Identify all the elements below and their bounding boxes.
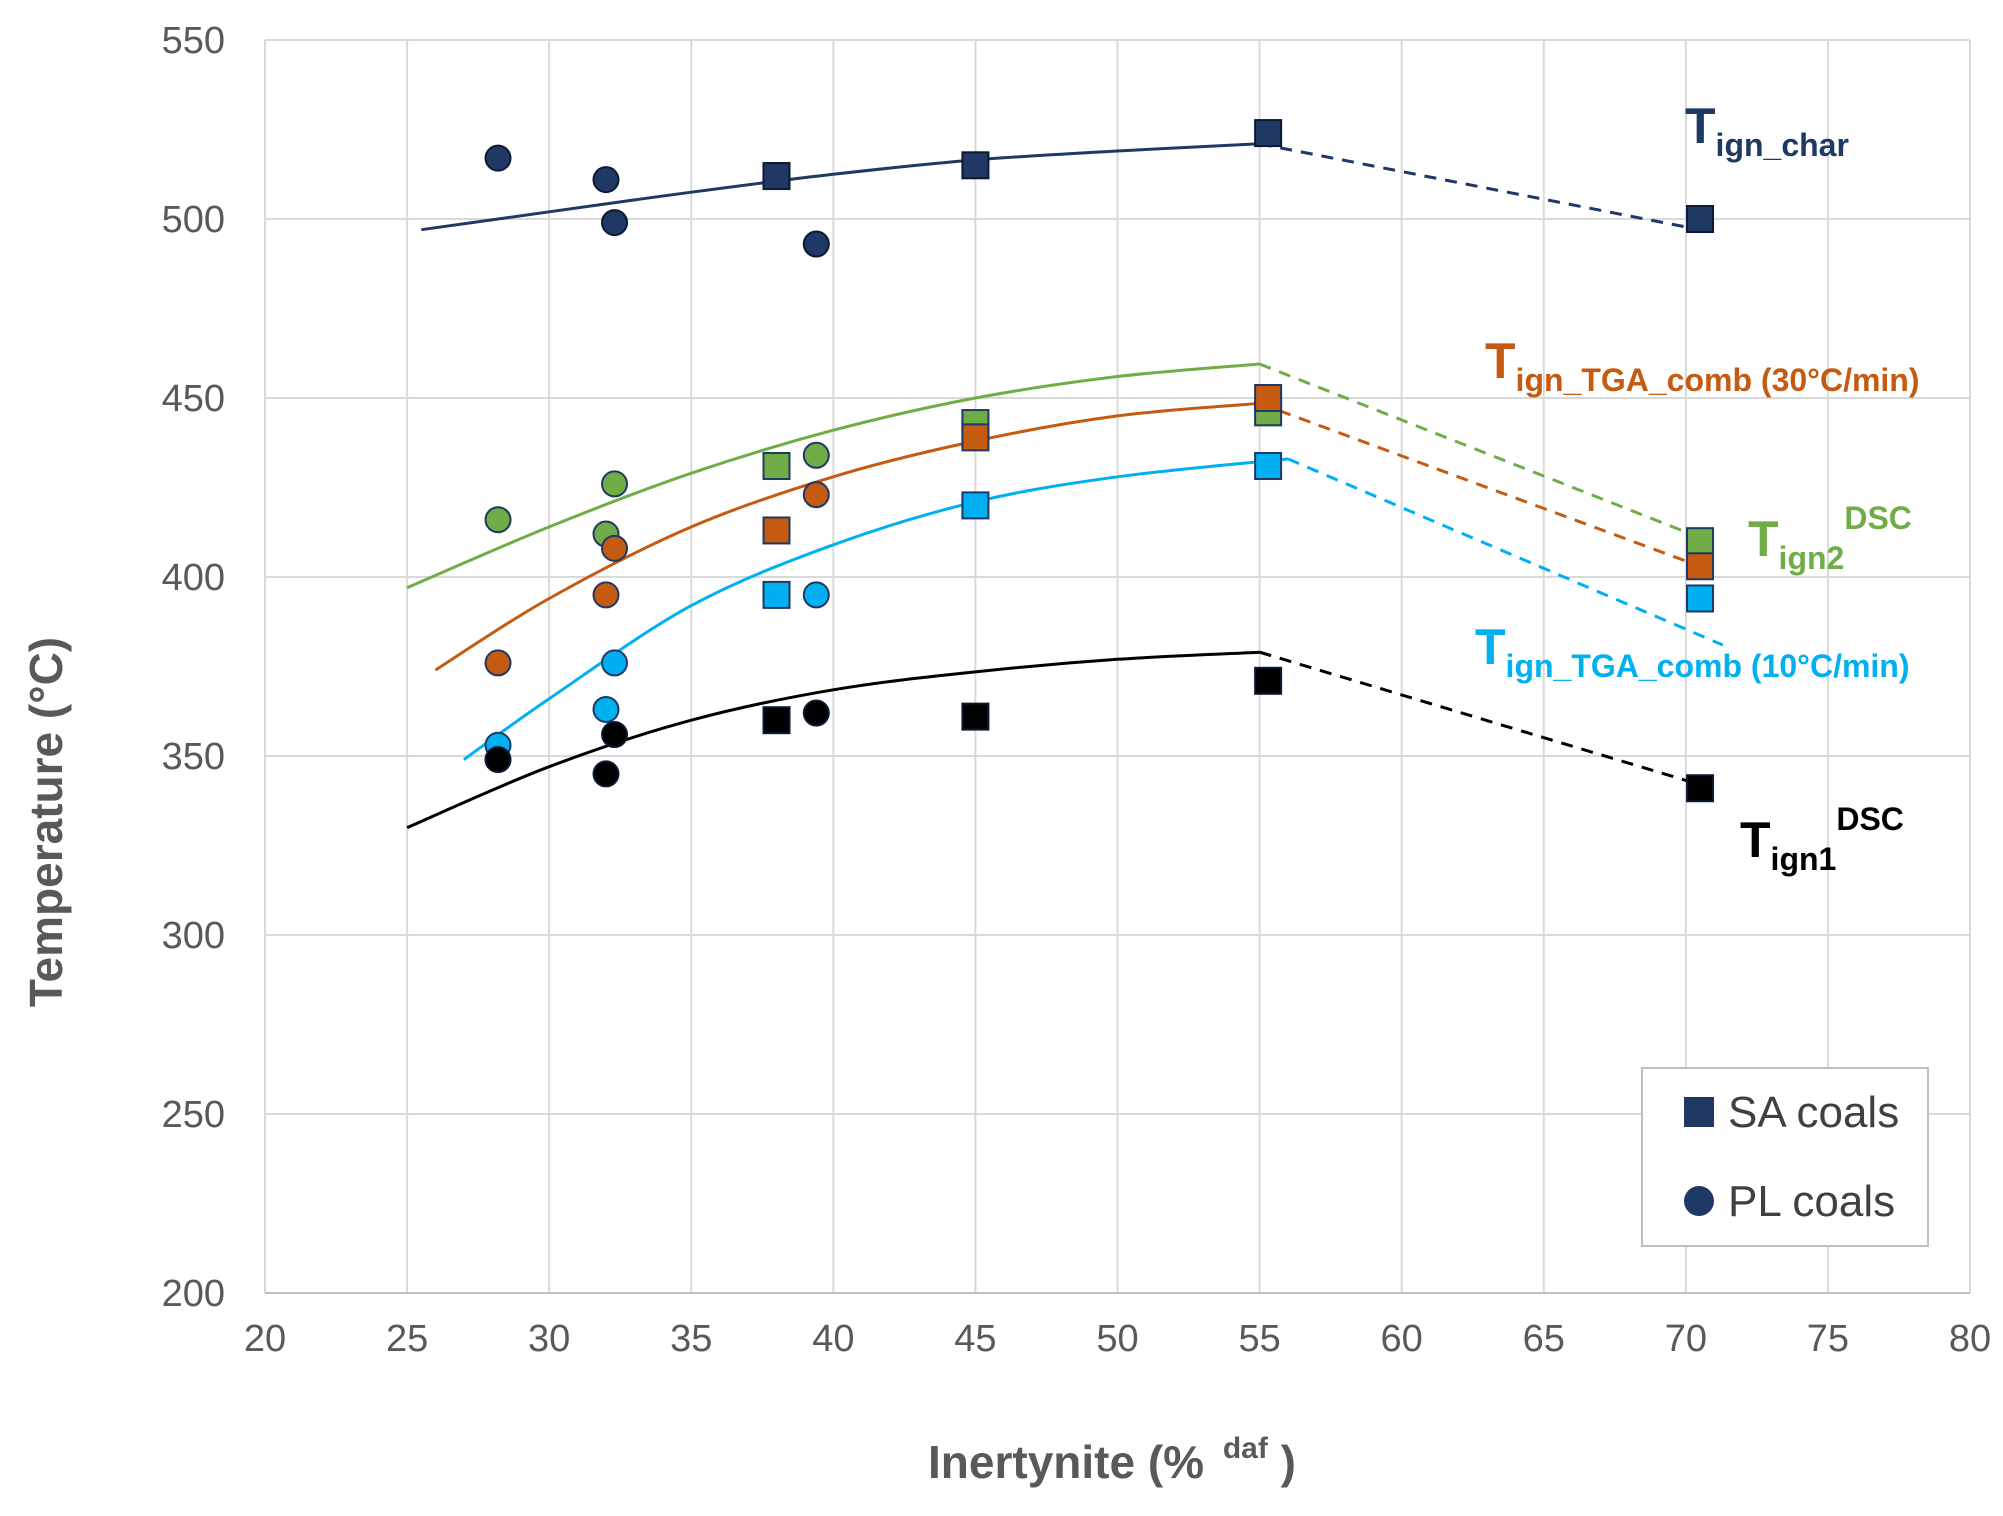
x-tick-label-70: 70 bbox=[1665, 1318, 1707, 1360]
y-tick-label-450: 450 bbox=[162, 378, 225, 420]
x-axis-title-close: ) bbox=[1281, 1436, 1296, 1488]
sa-point-series-3-0 bbox=[762, 580, 791, 609]
y-tick-label-350: 350 bbox=[162, 736, 225, 778]
legend: SA coals PL coals bbox=[1641, 1067, 1929, 1247]
data-points bbox=[484, 119, 1715, 803]
x-tick-label-40: 40 bbox=[812, 1318, 854, 1360]
label-tign1-dsc-sub: ign1 bbox=[1771, 841, 1837, 877]
label-tign-tga-10-main: T bbox=[1475, 619, 1506, 675]
x-tick-label-80: 80 bbox=[1949, 1318, 1991, 1360]
pl-point-series-3-2 bbox=[601, 649, 629, 677]
sa-point-series-4-0 bbox=[762, 706, 791, 735]
y-tick-label-500: 500 bbox=[162, 199, 225, 241]
pl-point-series-1-3 bbox=[802, 441, 830, 469]
pl-point-series-0-1 bbox=[592, 166, 620, 194]
pl-point-series-2-2 bbox=[601, 534, 629, 562]
label-tign1-dsc-main: T bbox=[1740, 812, 1771, 868]
pl-point-series-4-2 bbox=[601, 721, 629, 749]
sa-point-series-3-1 bbox=[961, 491, 990, 520]
label-tign2-dsc-sup: DSC bbox=[1844, 500, 1912, 536]
trendline-series-1 bbox=[406, 362, 1260, 590]
legend-marker-square bbox=[1684, 1097, 1714, 1127]
label-tign-tga-10-sub: ign_TGA_comb (10°C/min) bbox=[1506, 648, 1910, 684]
x-tick-label-30: 30 bbox=[528, 1318, 570, 1360]
legend-label-sa: SA coals bbox=[1728, 1088, 1899, 1137]
label-tign2-dsc-sub: ign2 bbox=[1779, 540, 1845, 576]
dashed-extension-series-4 bbox=[1259, 650, 1701, 787]
pl-point-series-0-3 bbox=[802, 230, 830, 258]
label-tign2-dsc: Tign2 DSC bbox=[1748, 500, 1912, 576]
sa-point-series-2-0 bbox=[762, 516, 791, 545]
dashed-extension-series-0 bbox=[1259, 142, 1701, 232]
y-tick-label-550: 550 bbox=[162, 20, 225, 62]
x-tick-label-55: 55 bbox=[1238, 1318, 1280, 1360]
label-tign-char-main: T bbox=[1685, 98, 1716, 154]
sa-point-series-0-2 bbox=[961, 151, 990, 180]
dashed-extension-series-2 bbox=[1259, 401, 1701, 568]
y-axis-title: Temperature (°C) bbox=[20, 637, 72, 1007]
label-tign-tga-30-sub: ign_TGA_comb (30°C/min) bbox=[1516, 362, 1920, 398]
sa-point-series-4-3 bbox=[1686, 774, 1715, 803]
label-tign-char: Tign_char bbox=[1685, 98, 1849, 163]
y-tick-label-300: 300 bbox=[162, 915, 225, 957]
label-tign1-dsc: Tign1 DSC bbox=[1740, 801, 1904, 877]
sa-point-series-1-0 bbox=[762, 452, 791, 481]
pl-point-series-1-2 bbox=[601, 470, 629, 498]
pl-point-series-3-3 bbox=[802, 581, 830, 609]
x-axis-title-sup: daf bbox=[1223, 1432, 1269, 1465]
dashed-extension-series-1 bbox=[1259, 362, 1701, 540]
pl-point-series-4-3 bbox=[802, 699, 830, 727]
sa-point-series-0-3 bbox=[1686, 205, 1715, 233]
label-tign-tga-30: Tign_TGA_comb (30°C/min) bbox=[1485, 333, 1920, 398]
sa-point-series-3-3 bbox=[1686, 584, 1715, 613]
x-tick-label-60: 60 bbox=[1381, 1318, 1423, 1360]
x-axis-title-main: Inertynite (% bbox=[928, 1436, 1204, 1488]
x-tick-label-50: 50 bbox=[1096, 1318, 1138, 1360]
trendline-series-0 bbox=[421, 142, 1260, 232]
sa-point-series-4-2 bbox=[1254, 666, 1283, 695]
y-tick-label-200: 200 bbox=[162, 1273, 225, 1315]
sa-point-series-2-1 bbox=[961, 423, 990, 452]
legend-label-pl: PL coals bbox=[1728, 1177, 1895, 1226]
x-tick-label-25: 25 bbox=[386, 1318, 428, 1360]
sa-point-series-1-3 bbox=[1686, 527, 1715, 556]
label-tign1-dsc-sup: DSC bbox=[1836, 801, 1904, 837]
pl-point-series-2-1 bbox=[592, 581, 620, 609]
y-tick-label-250: 250 bbox=[162, 1094, 225, 1136]
sa-point-series-0-0 bbox=[1254, 119, 1283, 148]
pl-point-series-4-1 bbox=[592, 760, 620, 788]
trendline-series-4 bbox=[406, 650, 1260, 829]
label-tign-tga-30-main: T bbox=[1485, 333, 1516, 389]
sa-point-series-4-1 bbox=[961, 702, 990, 731]
pl-point-series-0-2 bbox=[601, 209, 629, 237]
sa-point-series-2-2 bbox=[1254, 384, 1283, 412]
label-tign-tga-10: Tign_TGA_comb (10°C/min) bbox=[1475, 619, 1910, 684]
pl-point-series-2-0 bbox=[484, 649, 512, 677]
label-tign2-dsc-main: T bbox=[1748, 511, 1779, 567]
label-tign-char-sub: ign_char bbox=[1716, 127, 1849, 163]
pl-point-series-2-3 bbox=[802, 481, 830, 509]
pl-point-series-0-0 bbox=[484, 144, 512, 172]
x-axis-title: Inertynite (% daf ) bbox=[928, 1416, 1296, 1488]
pl-point-series-3-1 bbox=[592, 695, 620, 723]
x-tick-label-65: 65 bbox=[1523, 1318, 1565, 1360]
x-tick-label-20: 20 bbox=[244, 1318, 286, 1360]
trendline-series-2 bbox=[434, 401, 1260, 672]
x-tick-label-35: 35 bbox=[670, 1318, 712, 1360]
sa-point-series-0-1 bbox=[762, 162, 791, 191]
x-tick-label-75: 75 bbox=[1807, 1318, 1849, 1360]
axes: 20 25 30 35 40 45 50 55 60 65 70 75 80 200 250 300 350 40… bbox=[162, 20, 1992, 1360]
pl-point-series-1-0 bbox=[484, 506, 512, 534]
y-tick-label-400: 400 bbox=[162, 557, 225, 599]
x-tick-label-45: 45 bbox=[954, 1318, 996, 1360]
sa-point-series-2-3 bbox=[1686, 552, 1715, 581]
legend-marker-circle bbox=[1684, 1186, 1714, 1216]
dashed-extension-series-3 bbox=[1287, 457, 1724, 647]
trendlines bbox=[406, 142, 1724, 829]
pl-point-series-4-0 bbox=[484, 746, 512, 774]
trendline-series-3 bbox=[463, 457, 1289, 761]
sa-point-series-3-2 bbox=[1254, 452, 1283, 481]
